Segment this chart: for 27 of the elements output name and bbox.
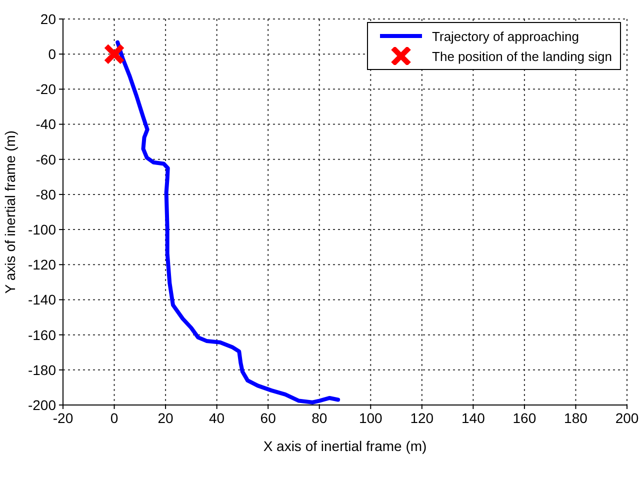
y-tick-label: -160 <box>28 326 56 343</box>
y-tick-label: -60 <box>36 151 56 168</box>
y-tick-label: -100 <box>28 222 56 238</box>
x-tick-label: 40 <box>209 410 225 426</box>
y-tick-label: -120 <box>28 256 56 273</box>
x-axis-title: X axis of inertial frame (m) <box>263 438 427 454</box>
x-tick-label: 80 <box>312 410 328 426</box>
y-axis-title: Y axis of inertial frame (m) <box>2 130 18 294</box>
y-tick-label: 0 <box>48 46 56 62</box>
y-tick-label: 20 <box>40 10 56 27</box>
x-tick-label: 160 <box>512 410 536 426</box>
x-tick-label: 140 <box>462 410 486 426</box>
legend-label: Trajectory of approaching <box>432 28 579 44</box>
y-tick-label: -20 <box>36 81 56 98</box>
y-tick-label: -180 <box>28 362 56 378</box>
x-tick-label: 20 <box>158 410 174 426</box>
line-series <box>116 40 340 404</box>
legend-label: The position of the landing sign <box>432 48 612 64</box>
x-tick-label: 180 <box>564 410 588 426</box>
x-tick-label: 100 <box>358 410 383 426</box>
x-tick-label: 120 <box>410 410 434 426</box>
y-tick-label: -140 <box>28 292 56 308</box>
x-tick-label: 60 <box>260 410 276 426</box>
x-tick-label: 200 <box>615 410 639 426</box>
y-tick-label: -80 <box>36 186 56 202</box>
y-tick-label: -40 <box>36 116 56 132</box>
x-tick-label: 0 <box>110 410 118 426</box>
